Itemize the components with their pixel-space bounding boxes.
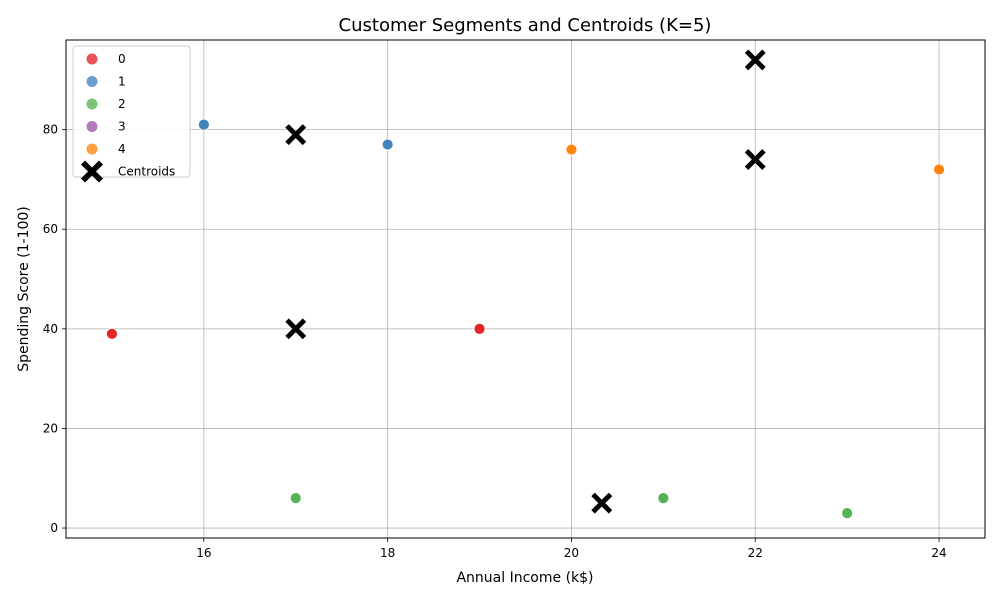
legend-marker-0 [86, 53, 98, 65]
data-point-cluster-2 [289, 492, 302, 505]
y-tick-label: 20 [43, 421, 58, 435]
centroid-marker [743, 48, 767, 72]
legend-marker-3 [86, 121, 98, 132]
x-tick-label: 16 [196, 546, 211, 560]
y-axis-label: Spending Score (1-100) [16, 206, 32, 372]
centroid-marker [284, 123, 308, 147]
grid [66, 40, 985, 538]
legend-box [72, 45, 191, 178]
y-tick-label: 80 [43, 123, 58, 137]
centroid-marker [743, 147, 767, 172]
axis-ticks: 16 18 20 22 24 0 20 40 60 80 [43, 123, 947, 560]
y-tick-label: 60 [43, 222, 58, 236]
data-point-cluster-1 [197, 118, 210, 131]
x-tick-label: 22 [748, 546, 763, 560]
y-tick-label: 0 [50, 521, 58, 535]
legend-label-centroids: Centroids [118, 165, 175, 179]
data-point-cluster-1 [381, 138, 394, 151]
x-axis-label: Annual Income (k$) [456, 570, 593, 586]
legend-label-1: 1 [118, 75, 126, 89]
legend-marker-4 [86, 143, 98, 155]
x-tick-label: 24 [931, 546, 946, 560]
legend-label-2: 2 [118, 97, 126, 111]
legend-label-0: 0 [118, 52, 126, 66]
legend-marker-centroids [81, 160, 103, 183]
data-point-cluster-2 [657, 492, 670, 505]
chart-title: Customer Segments and Centroids (K=5) [339, 15, 712, 36]
legend-label-3: 3 [118, 120, 126, 134]
data-point-cluster-2 [841, 507, 854, 519]
legend-marker-1 [86, 76, 98, 87]
plot-frame [65, 39, 986, 539]
x-tick-label: 20 [564, 546, 579, 560]
data-points [106, 48, 945, 519]
data-point-cluster-0 [473, 322, 486, 335]
data-point-cluster-0 [106, 327, 118, 340]
data-point-cluster-4 [933, 163, 945, 176]
data-point-cluster-4 [565, 143, 578, 156]
legend: 0 1 2 3 4 Centroids [72, 45, 191, 183]
x-tick-label: 18 [380, 546, 395, 560]
legend-marker-2 [86, 98, 98, 110]
centroid-marker [590, 491, 614, 515]
y-tick-label: 40 [43, 322, 58, 336]
centroid-marker [284, 317, 308, 341]
legend-label-4: 4 [118, 142, 126, 156]
